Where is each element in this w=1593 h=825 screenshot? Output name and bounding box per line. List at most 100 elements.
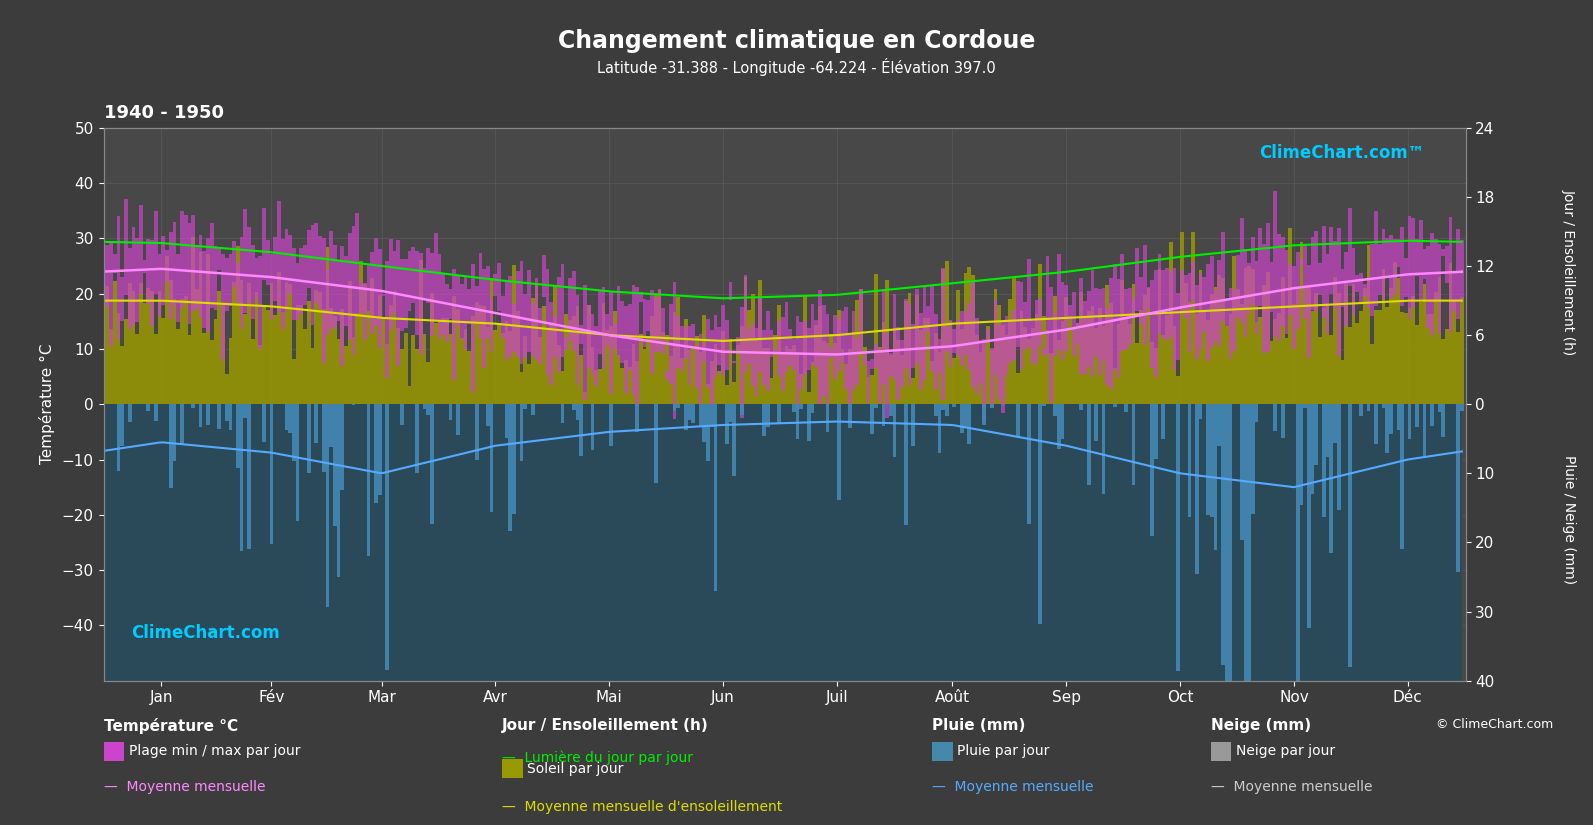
- Bar: [1203, 277, 1206, 332]
- Bar: [217, 404, 221, 429]
- Bar: [228, 404, 233, 431]
- Bar: [1456, 229, 1459, 318]
- Bar: [408, 252, 411, 311]
- Bar: [1187, 404, 1192, 516]
- Bar: [449, 404, 452, 420]
- Bar: [127, 404, 132, 422]
- Bar: [524, 294, 527, 358]
- Bar: [575, 404, 580, 420]
- Bar: [714, 344, 717, 404]
- Bar: [613, 311, 616, 404]
- Bar: [508, 404, 513, 531]
- Bar: [699, 404, 703, 427]
- Bar: [972, 276, 975, 404]
- Bar: [836, 310, 841, 404]
- Bar: [177, 254, 180, 322]
- Bar: [330, 231, 333, 329]
- Text: Latitude -31.388 - Longitude -64.224 - Élévation 397.0: Latitude -31.388 - Longitude -64.224 - É…: [597, 58, 996, 76]
- Bar: [221, 254, 225, 361]
- Bar: [452, 269, 456, 380]
- Bar: [330, 404, 333, 447]
- Bar: [1012, 278, 1016, 404]
- Bar: [591, 404, 594, 450]
- Bar: [121, 346, 124, 404]
- Bar: [1039, 298, 1042, 346]
- Bar: [285, 404, 288, 430]
- Bar: [722, 331, 725, 404]
- Bar: [733, 382, 736, 404]
- Bar: [1306, 404, 1311, 628]
- Bar: [169, 232, 172, 319]
- Bar: [989, 404, 994, 408]
- Bar: [961, 404, 964, 432]
- Bar: [706, 319, 710, 389]
- Bar: [102, 299, 105, 404]
- Bar: [150, 240, 155, 327]
- Bar: [1423, 249, 1426, 280]
- Bar: [758, 280, 761, 404]
- Bar: [269, 404, 274, 544]
- Bar: [1411, 218, 1415, 307]
- Bar: [1284, 251, 1289, 334]
- Bar: [274, 315, 277, 404]
- Bar: [986, 328, 989, 338]
- Bar: [292, 360, 296, 404]
- Bar: [194, 246, 199, 309]
- Bar: [505, 282, 508, 361]
- Bar: [796, 352, 800, 404]
- Bar: [892, 329, 897, 404]
- Bar: [524, 404, 527, 409]
- Bar: [1370, 344, 1375, 404]
- Bar: [655, 298, 658, 352]
- Bar: [1233, 289, 1236, 351]
- Bar: [803, 295, 808, 404]
- Bar: [1408, 216, 1411, 319]
- Bar: [527, 365, 530, 404]
- Bar: [1247, 404, 1251, 825]
- Bar: [725, 404, 728, 444]
- Bar: [292, 404, 296, 461]
- Bar: [769, 330, 773, 357]
- Bar: [177, 329, 180, 404]
- Bar: [814, 320, 819, 367]
- Bar: [1247, 263, 1251, 314]
- Bar: [964, 273, 967, 404]
- Bar: [382, 295, 386, 296]
- Bar: [683, 404, 688, 430]
- Bar: [516, 271, 519, 357]
- Bar: [703, 315, 706, 404]
- Bar: [1236, 255, 1239, 318]
- Bar: [508, 404, 513, 531]
- Bar: [792, 339, 796, 370]
- Bar: [819, 306, 822, 404]
- Bar: [900, 340, 903, 388]
- Bar: [1359, 404, 1364, 417]
- Text: —  Moyenne mensuelle: — Moyenne mensuelle: [932, 780, 1093, 794]
- Bar: [870, 404, 875, 434]
- Bar: [1058, 340, 1061, 404]
- Bar: [863, 346, 867, 404]
- Bar: [706, 404, 710, 460]
- Bar: [497, 263, 500, 311]
- Bar: [105, 245, 110, 306]
- Bar: [1251, 404, 1255, 514]
- Bar: [847, 404, 852, 428]
- Bar: [908, 304, 911, 384]
- Bar: [1086, 311, 1091, 404]
- Bar: [938, 352, 941, 404]
- Bar: [1131, 299, 1136, 318]
- Bar: [535, 278, 538, 360]
- Bar: [1211, 294, 1214, 404]
- Bar: [586, 305, 591, 368]
- Bar: [875, 344, 878, 368]
- Bar: [930, 285, 933, 371]
- Bar: [169, 280, 172, 404]
- Bar: [642, 349, 647, 404]
- Bar: [427, 362, 430, 404]
- Bar: [1270, 341, 1273, 404]
- Bar: [225, 404, 228, 421]
- Bar: [505, 321, 508, 404]
- Bar: [333, 404, 336, 526]
- Bar: [1172, 326, 1176, 404]
- Bar: [143, 261, 147, 273]
